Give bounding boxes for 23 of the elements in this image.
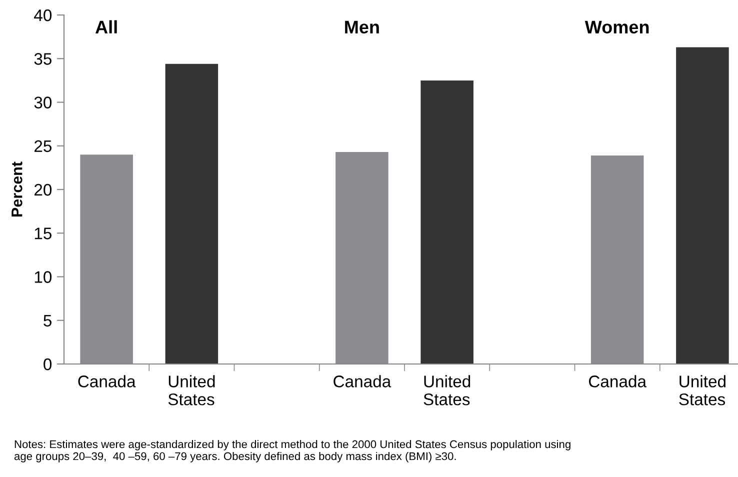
x-tick-label: United States: [424, 375, 470, 406]
y-tick-label: 20: [34, 184, 52, 196]
y-tick-label: 15: [34, 228, 52, 240]
bar: [420, 80, 474, 364]
y-axis-title: Percent: [12, 162, 22, 216]
y-tick-label: 35: [34, 53, 52, 65]
annotation: Women: [584, 20, 649, 34]
annotation: All: [95, 20, 117, 34]
x-tick-label: Canada: [588, 375, 647, 388]
x-tick-label: United States: [168, 375, 215, 406]
annotation: Men: [345, 20, 379, 34]
text: Notes: Estimates were age-standardized by the direct method to the 2000 United States Census population using age groups 20–39, 40 –59, 60 –79 years. Obesity defined as body mass index (BMI) ≥30.: [14, 440, 570, 462]
x-tick-label: Canada: [78, 375, 136, 388]
y-tick-label: 5: [44, 314, 52, 327]
x-tick-label: United States: [679, 375, 726, 406]
y-tick-label: 0: [44, 358, 52, 370]
y-tick-label: 30: [34, 96, 52, 108]
y-tick-label: 10: [34, 271, 52, 283]
x-tick-label: Canada: [334, 375, 392, 388]
y-tick-label: 40: [34, 9, 52, 22]
bar: [165, 64, 218, 364]
y-tick-label: 25: [34, 140, 52, 152]
bar: [676, 47, 729, 364]
